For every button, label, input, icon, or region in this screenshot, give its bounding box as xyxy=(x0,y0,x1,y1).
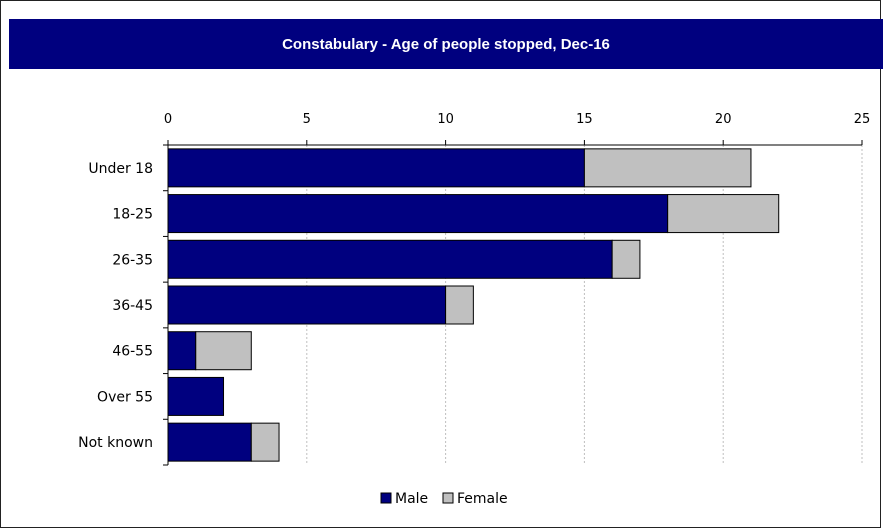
bar-female xyxy=(667,194,780,234)
bar-male xyxy=(167,331,197,371)
bar-male xyxy=(167,376,225,416)
legend-swatch-male xyxy=(380,492,392,504)
category-label: 18-25 xyxy=(112,207,153,223)
labels: 0 5 10 15 20 25 Under 18 18-25 26-35 36-45 46-55 Ov… xyxy=(78,112,870,451)
legend: Male Female xyxy=(380,491,508,507)
bars xyxy=(167,148,780,462)
x-tick-label: 15 xyxy=(576,112,593,127)
category-label: 26-35 xyxy=(112,252,153,268)
legend-label-male: Male xyxy=(395,491,428,507)
category-label: Over 55 xyxy=(97,389,153,405)
bar-female xyxy=(611,239,641,279)
bar-female xyxy=(583,148,752,188)
category-label: Under 18 xyxy=(88,161,153,177)
category-label: 46-55 xyxy=(112,344,153,360)
x-tick-label: 25 xyxy=(854,112,871,127)
legend-swatch-female xyxy=(442,492,454,504)
bar-male xyxy=(167,194,669,234)
bar-male xyxy=(167,422,252,462)
bar-female xyxy=(445,285,474,325)
category-label: Not known xyxy=(78,435,153,451)
bar-male xyxy=(167,285,447,325)
legend-label-female: Female xyxy=(457,491,508,507)
bar-male xyxy=(167,239,613,279)
x-tick-label: 20 xyxy=(715,112,732,127)
bar-female xyxy=(250,422,280,462)
category-label: 36-45 xyxy=(112,298,153,314)
x-tick-label: 5 xyxy=(303,112,311,127)
bar-female xyxy=(195,331,252,371)
bar-male xyxy=(167,148,585,188)
x-tick-label: 10 xyxy=(437,112,454,127)
chart-title-bar: Constabulary - Age of people stopped, De… xyxy=(9,19,883,69)
chart-title: Constabulary - Age of people stopped, De… xyxy=(282,35,610,53)
x-tick-label: 0 xyxy=(164,112,172,127)
